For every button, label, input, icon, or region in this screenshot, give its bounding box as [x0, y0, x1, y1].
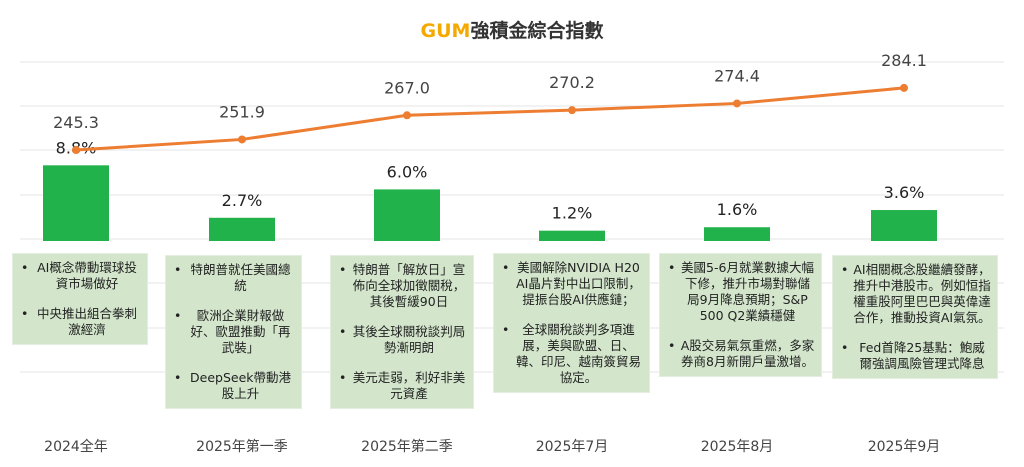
x-tick-label: 2025年8月: [700, 439, 774, 455]
bar: [539, 230, 605, 241]
bar-label: 3.6%: [884, 183, 925, 202]
line-label: 274.4: [714, 66, 760, 85]
bar: [374, 189, 440, 241]
line-point: [72, 146, 80, 154]
annotation-item: 中央推出組合拳刺激經濟: [21, 306, 141, 338]
line-label: 284.1: [881, 51, 927, 70]
annotation-box: 特朗普「解放日」宣佈向全球加徵關稅，其後暫緩90日其後全球關稅談判局勢漸明朗美元…: [330, 255, 474, 409]
chart-title: GUM強積金綜合指數: [0, 16, 1024, 43]
bar: [43, 165, 109, 241]
index-line: [75, 86, 905, 152]
annotation-item: Fed首降25基點：鮑威爾強調風險管理式降息: [841, 340, 991, 372]
annotation-item: AI概念帶動環球投資市場做好: [21, 260, 141, 292]
bar-label: 1.6%: [717, 200, 758, 219]
line-point: [403, 111, 411, 120]
line-label: 245.3: [53, 113, 99, 132]
annotation-item: 全球關稅談判多項進展，美與歐盟、日、韓、印尼、越南簽貿易協定。: [502, 322, 643, 386]
bar: [871, 210, 937, 241]
annotation-item: 特朗普「解放日」宣佈向全球加徵關稅，其後暫緩90日: [339, 262, 467, 310]
bar-label: 2.7%: [222, 191, 263, 210]
bar: [704, 227, 770, 241]
annotation-item: 美元走弱，利好非美元資產: [339, 370, 467, 402]
line-point: [900, 83, 908, 92]
x-tick-label: 2025年7月: [535, 439, 609, 455]
annotation-item: 歐洲企業財報做好、歐盟推動「再武裝」: [174, 308, 295, 356]
line-label: 251.9: [219, 102, 265, 121]
annotation-box: 特朗普就任美國總統歐洲企業財報做好、歐盟推動「再武裝」 DeepSeek帶動港股上…: [165, 255, 302, 409]
annotation-item: 其後全球關稅談判局勢漸明朗: [339, 324, 467, 356]
annotation-item: 美國5-6月就業數據大幅下修，推升市場對聯儲局9月降息預期；S&P 500 Q2…: [668, 260, 815, 324]
annotation-item: AI相關概念股繼續發酵，推升中港股市。例如恒指權重股阿里巴巴與英偉達合作，推動投…: [841, 262, 991, 326]
bar-label: 6.0%: [387, 162, 428, 181]
annotation-item: DeepSeek帶動港股上升: [174, 370, 295, 402]
bar-label: 1.2%: [552, 204, 593, 223]
annotation-box: AI概念帶動環球投資市場做好中央推出組合拳刺激經濟: [12, 253, 148, 345]
x-tick-label: 2024全年: [44, 439, 108, 455]
x-tick-label: 2025年第一季: [196, 439, 288, 455]
annotation-item: 美國解除NVIDIA H20 AI晶片對中出口限制，提振台股AI供應鏈；: [502, 260, 643, 308]
line-label: 267.0: [384, 78, 430, 97]
annotation-item: 特朗普就任美國總統: [174, 262, 295, 294]
line-point: [238, 135, 246, 144]
annotation-box: 美國5-6月就業數據大幅下修，推升市場對聯儲局9月降息預期；S&P 500 Q2…: [659, 253, 822, 377]
title-brand: GUM: [420, 20, 471, 42]
annotation-box: 美國解除NVIDIA H20 AI晶片對中出口限制，提振台股AI供應鏈； 全球關稅…: [493, 253, 650, 393]
line-label: 270.2: [549, 73, 595, 92]
line-point: [733, 99, 741, 108]
annotation-box: AI相關概念股繼續發酵，推升中港股市。例如恒指權重股阿里巴巴與英偉達合作，推動投…: [832, 255, 998, 379]
line-point: [568, 106, 576, 115]
bar: [209, 217, 275, 241]
x-tick-label: 2025年第二季: [361, 439, 453, 455]
title-text: 強積金綜合指數: [470, 20, 604, 42]
annotation-item: A股交易氣氛重燃，多家券商8月新開戶量激增。: [668, 338, 815, 370]
x-tick-label: 2025年9月: [867, 439, 941, 455]
